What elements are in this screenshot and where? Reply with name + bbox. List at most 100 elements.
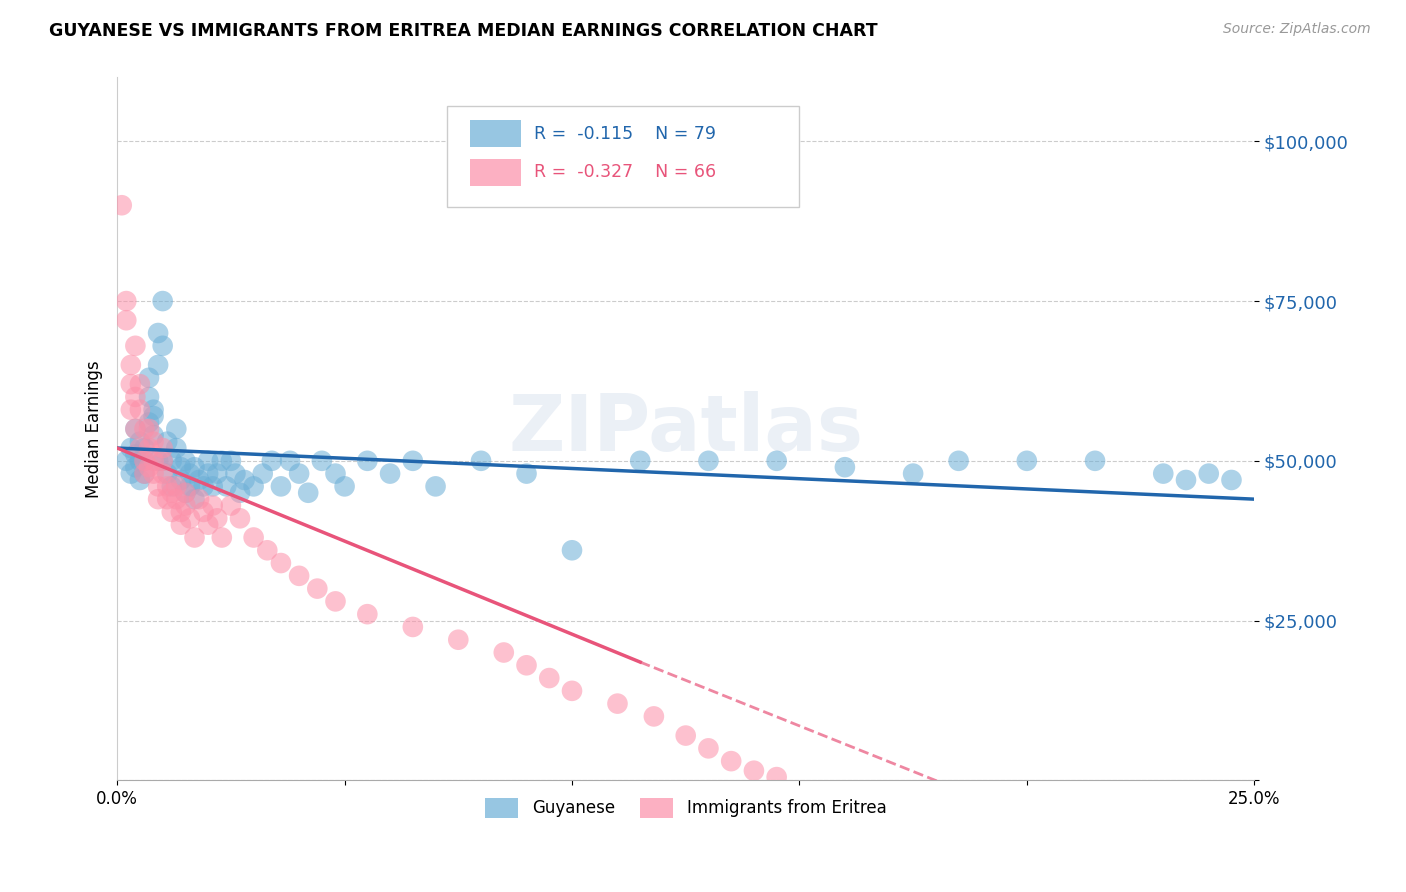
Point	[197, 517, 219, 532]
Point	[160, 505, 183, 519]
Point	[134, 454, 156, 468]
Point	[675, 729, 697, 743]
Point	[197, 467, 219, 481]
Point	[256, 543, 278, 558]
Point	[146, 479, 169, 493]
Point	[278, 454, 301, 468]
FancyBboxPatch shape	[447, 105, 800, 208]
Point	[134, 467, 156, 481]
Point	[160, 479, 183, 493]
Y-axis label: Median Earnings: Median Earnings	[86, 360, 103, 498]
Point	[179, 479, 201, 493]
Point	[146, 454, 169, 468]
Point	[201, 499, 224, 513]
Point	[134, 454, 156, 468]
Point	[142, 409, 165, 423]
Point	[311, 454, 333, 468]
Point	[288, 467, 311, 481]
Point	[229, 485, 252, 500]
Point	[142, 467, 165, 481]
Point	[229, 511, 252, 525]
Point	[152, 441, 174, 455]
FancyBboxPatch shape	[470, 120, 520, 147]
Point	[174, 499, 197, 513]
Point	[129, 473, 152, 487]
Point	[492, 646, 515, 660]
Point	[260, 454, 283, 468]
Point	[356, 607, 378, 622]
Point	[134, 441, 156, 455]
Point	[1220, 473, 1243, 487]
Point	[165, 492, 187, 507]
Point	[207, 511, 229, 525]
Point	[129, 441, 152, 455]
Point	[170, 505, 193, 519]
Point	[124, 339, 146, 353]
Point	[515, 658, 537, 673]
Point	[146, 326, 169, 340]
Point	[333, 479, 356, 493]
Point	[425, 479, 447, 493]
Point	[325, 594, 347, 608]
Point	[170, 473, 193, 487]
Point	[183, 531, 205, 545]
Point	[142, 428, 165, 442]
Point	[643, 709, 665, 723]
Point	[179, 467, 201, 481]
Point	[270, 556, 292, 570]
Point	[156, 467, 179, 481]
Point	[270, 479, 292, 493]
Point	[165, 441, 187, 455]
Point	[402, 620, 425, 634]
Point	[297, 485, 319, 500]
Point	[307, 582, 329, 596]
Point	[138, 370, 160, 384]
Point	[233, 473, 256, 487]
Point	[160, 454, 183, 468]
FancyBboxPatch shape	[470, 159, 520, 186]
Point	[207, 467, 229, 481]
Point	[538, 671, 561, 685]
Point	[129, 434, 152, 449]
Point	[120, 441, 142, 455]
Point	[193, 505, 215, 519]
Point	[188, 473, 211, 487]
Point	[215, 479, 238, 493]
Point	[129, 402, 152, 417]
Point	[152, 294, 174, 309]
Point	[138, 416, 160, 430]
Point	[219, 499, 242, 513]
Point	[697, 741, 720, 756]
Point	[120, 358, 142, 372]
Text: R =  -0.115    N = 79: R = -0.115 N = 79	[534, 125, 717, 143]
Text: Source: ZipAtlas.com: Source: ZipAtlas.com	[1223, 22, 1371, 37]
Point	[211, 454, 233, 468]
Legend: Guyanese, Immigrants from Eritrea: Guyanese, Immigrants from Eritrea	[478, 791, 893, 825]
Point	[1015, 454, 1038, 468]
Point	[115, 313, 138, 327]
Point	[325, 467, 347, 481]
Point	[156, 479, 179, 493]
Point	[138, 460, 160, 475]
Point	[1198, 467, 1220, 481]
Point	[120, 402, 142, 417]
Point	[174, 454, 197, 468]
Point	[156, 434, 179, 449]
Point	[111, 198, 134, 212]
Point	[188, 492, 211, 507]
Point	[142, 402, 165, 417]
Text: ZIPatlas: ZIPatlas	[508, 391, 863, 467]
Point	[742, 764, 765, 778]
Point	[1084, 454, 1107, 468]
Point	[201, 479, 224, 493]
Point	[152, 339, 174, 353]
Point	[174, 485, 197, 500]
Point	[1175, 473, 1198, 487]
Point	[138, 441, 160, 455]
Point	[561, 543, 583, 558]
Point	[170, 517, 193, 532]
Point	[120, 377, 142, 392]
Point	[720, 754, 742, 768]
Point	[901, 467, 924, 481]
Point	[165, 422, 187, 436]
